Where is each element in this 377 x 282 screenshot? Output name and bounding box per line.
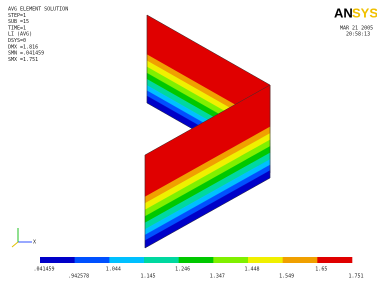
- legend-label: .942578: [68, 274, 89, 280]
- legend-label: .041459: [33, 267, 54, 273]
- legend-label: 1.448: [244, 267, 259, 273]
- header-line: SMX =1.751: [8, 57, 38, 63]
- legend-swatch: [109, 257, 144, 263]
- legend-swatch: [75, 257, 110, 263]
- legend-label: 1.751: [348, 274, 363, 280]
- legend-swatch: [283, 257, 318, 263]
- legend-label: 1.65: [315, 267, 327, 273]
- result-view: AN SYS MAR 21 2005 20:58:13 X AVG ELEMEN…: [0, 0, 377, 282]
- header-line: AVG ELEMENT SOLUTION: [8, 7, 68, 13]
- logo-right: SYS: [352, 5, 377, 20]
- legend-label: 1.044: [106, 267, 121, 273]
- header-line: TIME=1: [8, 25, 26, 31]
- legend-swatch: [179, 257, 214, 263]
- triad: X: [12, 228, 36, 247]
- legend-swatch: [248, 257, 283, 263]
- header-line: STEP=1: [8, 13, 26, 19]
- header-line: SUB =15: [8, 19, 29, 25]
- legend-swatch: [317, 257, 352, 263]
- legend-label: 1.246: [175, 267, 190, 273]
- header-line: DSYS=0: [8, 38, 26, 44]
- triad-x: X: [33, 240, 36, 246]
- legend-label: 1.145: [140, 274, 155, 280]
- contour-model: [145, 15, 270, 248]
- legend-label: 1.347: [210, 274, 225, 280]
- header-line: SMN =.041459: [8, 51, 44, 57]
- legend-swatch: [40, 257, 75, 263]
- header-line: LI (AVG): [8, 32, 32, 38]
- legend-swatch: [144, 257, 179, 263]
- header-line: DMX =1.816: [8, 44, 38, 50]
- time: 20:58:13: [346, 32, 370, 38]
- screen: AN SYS MAR 21 2005 20:58:13 X AVG ELEMEN…: [0, 0, 377, 282]
- legend-swatch: [213, 257, 248, 263]
- logo-left: AN: [334, 5, 353, 20]
- legend-label: 1.549: [279, 274, 294, 280]
